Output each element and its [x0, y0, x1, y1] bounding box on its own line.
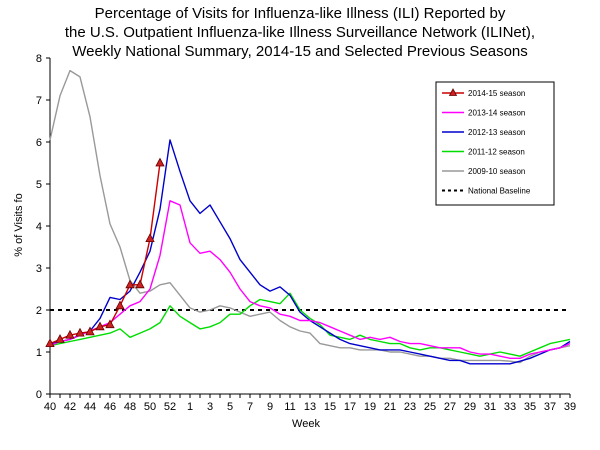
x-tick-label: 27 [444, 401, 456, 413]
x-tick-label: 17 [344, 401, 356, 413]
legend-label: 2012-13 season [468, 128, 525, 137]
series-line-2013-14-season [49, 200, 571, 359]
data-point-marker [95, 321, 105, 331]
x-tick-label: 7 [247, 401, 253, 413]
x-tick-label: 39 [564, 401, 576, 413]
chart-title-line-3: Weekly National Summary, 2014-15 and Sel… [72, 43, 528, 60]
x-tick-label: 15 [324, 401, 336, 413]
y-tick-label: 0 [36, 389, 42, 401]
legend-label: National Baseline [468, 187, 531, 196]
legend-label: 2011-12 season [468, 148, 525, 157]
data-point-marker [135, 279, 145, 289]
y-tick-label: 6 [36, 137, 42, 149]
y-tick-label: 2 [36, 305, 42, 317]
x-tick-label: 40 [44, 401, 56, 413]
y-tick-label: 1 [36, 347, 42, 359]
legend-box [435, 81, 555, 206]
y-tick-label: 7 [36, 95, 42, 107]
legend-marker [448, 88, 458, 96]
chart-title: Percentage of Visits for Influenza-like … [0, 4, 600, 61]
x-tick-label: 33 [504, 401, 516, 413]
series-line-2011-12-season [49, 292, 571, 357]
data-point-marker [65, 329, 75, 339]
legend: 2014-15 season 2013-14 season 2012-13 seas… [435, 81, 555, 206]
x-tick-label: 29 [464, 401, 476, 413]
chart-title-line-2: the U.S. Outpatient Influenza-like Illne… [64, 24, 536, 41]
y-tick-label: 5 [36, 179, 42, 191]
x-tick-label: 25 [424, 401, 436, 413]
x-tick-label: 21 [384, 401, 396, 413]
x-tick-label: 11 [284, 401, 295, 413]
y-tick-label: 3 [36, 263, 42, 275]
data-point-marker [55, 334, 65, 343]
legend-label: 2014-15 season [468, 89, 525, 98]
series-line-2009-10-season [49, 69, 571, 364]
x-tick-label: 31 [484, 401, 496, 413]
data-point-marker [125, 279, 135, 289]
x-axis-label: Week [292, 418, 320, 430]
x-tick-label: 48 [124, 401, 136, 413]
x-tick-label: 1 [187, 401, 193, 413]
data-point-marker [45, 338, 55, 348]
x-tick-label: 52 [164, 401, 176, 413]
x-tick-label: 37 [544, 401, 556, 413]
x-tick-label: 44 [84, 401, 96, 413]
x-tick-label: 23 [404, 401, 416, 413]
data-point-marker [75, 327, 85, 337]
data-point-marker [155, 157, 165, 167]
x-tick-label: 19 [364, 401, 376, 413]
series-line-2014-15-season [49, 162, 161, 345]
data-point-marker [105, 319, 115, 329]
series-layer [45, 69, 571, 365]
x-tick-label: 50 [144, 401, 156, 413]
x-tick-label: 46 [104, 401, 116, 413]
y-tick-label: 8 [36, 53, 42, 65]
y-tick-label: 4 [36, 221, 42, 233]
x-tick-label: 5 [227, 401, 233, 413]
legend-label: 2013-14 season [468, 109, 525, 118]
data-point-marker [145, 233, 155, 243]
data-point-marker [115, 300, 125, 310]
x-tick-label: 13 [304, 401, 316, 413]
legend-label: 2009-10 season [468, 167, 525, 176]
y-axis-label: % of Visits fo [13, 193, 25, 256]
x-tick-label: 35 [524, 401, 536, 413]
chart-title-line-1: Percentage of Visits for Influenza-like … [94, 5, 506, 22]
x-tick-label: 3 [207, 401, 213, 413]
x-tick-label: 9 [267, 401, 273, 413]
data-point-marker [85, 326, 95, 336]
x-tick-label: 42 [64, 401, 76, 413]
